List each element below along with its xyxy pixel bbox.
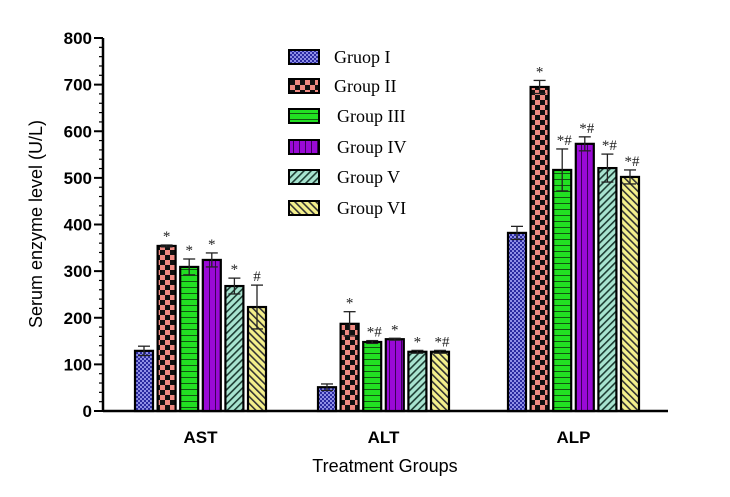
legend-item: Group IV xyxy=(288,137,407,157)
significance-label: * xyxy=(536,64,544,80)
legend-label: Group V xyxy=(337,167,400,187)
bar-alt-series-3 xyxy=(362,340,383,413)
significance-label: *# xyxy=(367,325,383,341)
significance-label: *# xyxy=(557,133,573,149)
y-tick-label: 800 xyxy=(64,29,92,48)
y-axis-title: Serum enzyme level (U/L) xyxy=(26,120,46,328)
bar-alt-series-6 xyxy=(429,350,451,413)
bar-ast-series-1 xyxy=(133,349,155,413)
bar-alt-series-2 xyxy=(339,322,360,413)
legend-swatch xyxy=(288,169,320,185)
legend-swatch xyxy=(288,49,320,65)
significance-label: *# xyxy=(435,334,451,350)
bar-ast-series-4 xyxy=(201,258,222,413)
significance-label: *# xyxy=(602,138,618,154)
significance-label: *# xyxy=(579,121,595,137)
bar-alp-series-4 xyxy=(574,142,595,413)
category-group-ast: * * * * # AST xyxy=(133,229,268,447)
y-tick-label: 100 xyxy=(64,355,92,374)
significance-label: * xyxy=(346,296,354,312)
significance-label: * xyxy=(231,262,239,278)
bar-alp-series-2 xyxy=(529,85,550,413)
bar-alp-series-1 xyxy=(506,231,528,413)
legend-swatch xyxy=(288,78,320,94)
bar-alp-series-5 xyxy=(597,166,618,413)
bar-alp-series-6 xyxy=(619,175,641,413)
bar-alt-series-5 xyxy=(407,350,428,413)
category-group-alp: * *# *# *# *# ALP xyxy=(506,64,641,447)
legend-label: Group II xyxy=(334,76,396,96)
legend-item: Group V xyxy=(288,167,400,187)
bar-alp-series-3 xyxy=(552,168,573,413)
legend: Gruop I Group II Group III Group IV Group V G… xyxy=(288,47,407,218)
y-tick-label: 300 xyxy=(64,262,92,281)
significance-label: * xyxy=(185,243,193,259)
bar-alt-series-4 xyxy=(384,338,405,413)
significance-label: * xyxy=(163,229,171,245)
legend-label: Group IV xyxy=(337,137,407,157)
y-tick-label: 500 xyxy=(64,169,92,188)
legend-swatch xyxy=(288,200,320,216)
bars-layer: ** ** #AST**# ** *#ALT**#*#*#*#ALP xyxy=(133,64,641,447)
legend-swatch xyxy=(288,139,320,155)
legend-item: Group II xyxy=(288,76,396,96)
significance-label: * xyxy=(391,322,399,338)
category-group-alt: * *# * * *# ALT xyxy=(316,296,451,447)
y-tick-label: 600 xyxy=(64,122,92,141)
significance-label: * xyxy=(208,237,216,253)
x-axis-title: Treatment Groups xyxy=(312,456,457,476)
significance-label: # xyxy=(253,269,261,285)
legend-swatch xyxy=(288,108,320,124)
significance-label: * xyxy=(414,334,422,350)
legend-item: Gruop I xyxy=(288,47,391,67)
bar-ast-series-2 xyxy=(156,244,177,413)
legend-label: Gruop I xyxy=(334,47,391,67)
legend-item: Group III xyxy=(288,106,405,126)
x-tick-label: ALP xyxy=(557,428,591,447)
y-tick-label: 200 xyxy=(64,309,92,328)
legend-label: Group VI xyxy=(337,198,406,218)
bar-ast-series-5 xyxy=(224,284,245,413)
x-tick-label: ALT xyxy=(368,428,400,447)
legend-label: Group III xyxy=(337,106,405,126)
x-tick-label: AST xyxy=(184,428,219,447)
y-tick-label: 400 xyxy=(64,216,92,235)
y-tick-label: 700 xyxy=(64,76,92,95)
legend-item: Group VI xyxy=(288,198,406,218)
significance-label: *# xyxy=(625,154,641,170)
y-tick-label: 0 xyxy=(83,402,92,421)
bar-ast-series-3 xyxy=(179,265,200,413)
